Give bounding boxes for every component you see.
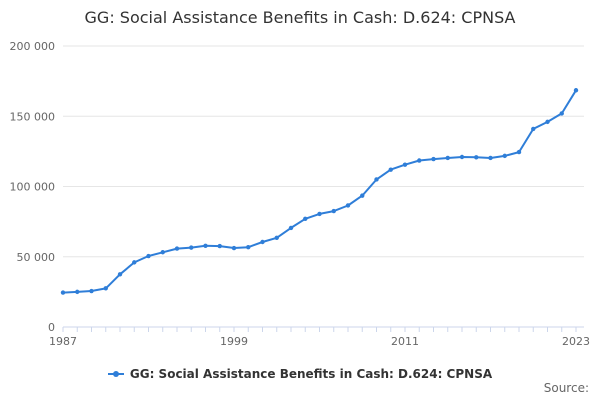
- data-point[interactable]: [217, 243, 222, 249]
- data-point[interactable]: [545, 119, 550, 125]
- data-point[interactable]: [360, 193, 365, 198]
- chart-title: GG: Social Assistance Benefits in Cash: …: [84, 8, 516, 27]
- x-axis-ticks: 1987 1999 2011 2023: [49, 327, 590, 348]
- data-point[interactable]: [531, 126, 536, 132]
- series-points: [60, 88, 579, 295]
- legend-label: GG: Social Assistance Benefits in Cash: …: [129, 367, 493, 381]
- data-point[interactable]: [274, 235, 279, 240]
- data-point[interactable]: [573, 88, 579, 93]
- y-tick-label: 50 000: [17, 251, 56, 264]
- source-label: Source:: [543, 381, 589, 395]
- data-point[interactable]: [345, 203, 351, 208]
- data-point[interactable]: [260, 239, 265, 245]
- series-line[interactable]: [62, 89, 577, 294]
- data-point[interactable]: [559, 111, 564, 116]
- x-tick-label: 2011: [391, 335, 419, 348]
- data-point[interactable]: [388, 167, 393, 172]
- data-point[interactable]: [488, 155, 493, 161]
- gridlines: [63, 45, 584, 258]
- legend-swatch-icon: [107, 368, 124, 380]
- data-point[interactable]: [459, 154, 465, 160]
- data-point[interactable]: [445, 155, 450, 161]
- y-tick-label: 150 000: [10, 110, 56, 123]
- data-point[interactable]: [474, 155, 479, 160]
- data-point[interactable]: [203, 243, 208, 248]
- data-point[interactable]: [431, 156, 436, 162]
- y-axis-ticks: 0 50 000 100 000 150 000 200 000: [10, 40, 56, 334]
- data-point[interactable]: [89, 288, 94, 294]
- data-point[interactable]: [117, 272, 123, 277]
- data-point[interactable]: [132, 260, 137, 265]
- x-tick-label: 1987: [49, 335, 77, 348]
- data-point[interactable]: [317, 211, 322, 217]
- data-point[interactable]: [174, 246, 180, 251]
- data-point[interactable]: [331, 208, 336, 214]
- x-tick-label: 2023: [562, 335, 590, 348]
- data-point[interactable]: [231, 245, 237, 251]
- data-point[interactable]: [502, 153, 507, 159]
- legend-item[interactable]: GG: Social Assistance Benefits in Cash: …: [107, 367, 493, 381]
- data-point[interactable]: [374, 177, 379, 182]
- data-point[interactable]: [402, 162, 408, 167]
- data-point[interactable]: [75, 289, 80, 295]
- y-tick-label: 200 000: [10, 40, 56, 53]
- data-point[interactable]: [288, 225, 294, 231]
- data-point[interactable]: [516, 149, 522, 155]
- data-point[interactable]: [189, 245, 194, 250]
- data-point[interactable]: [246, 244, 251, 250]
- data-point[interactable]: [303, 216, 308, 222]
- data-point[interactable]: [160, 250, 165, 255]
- x-tick-label: 1999: [220, 335, 248, 348]
- data-point[interactable]: [103, 286, 108, 291]
- y-tick-label: 100 000: [10, 181, 56, 194]
- data-point[interactable]: [417, 158, 422, 163]
- data-point[interactable]: [60, 290, 66, 295]
- data-point[interactable]: [146, 253, 151, 259]
- y-tick-label: 0: [48, 321, 55, 334]
- legend: GG: Social Assistance Benefits in Cash: …: [0, 363, 600, 385]
